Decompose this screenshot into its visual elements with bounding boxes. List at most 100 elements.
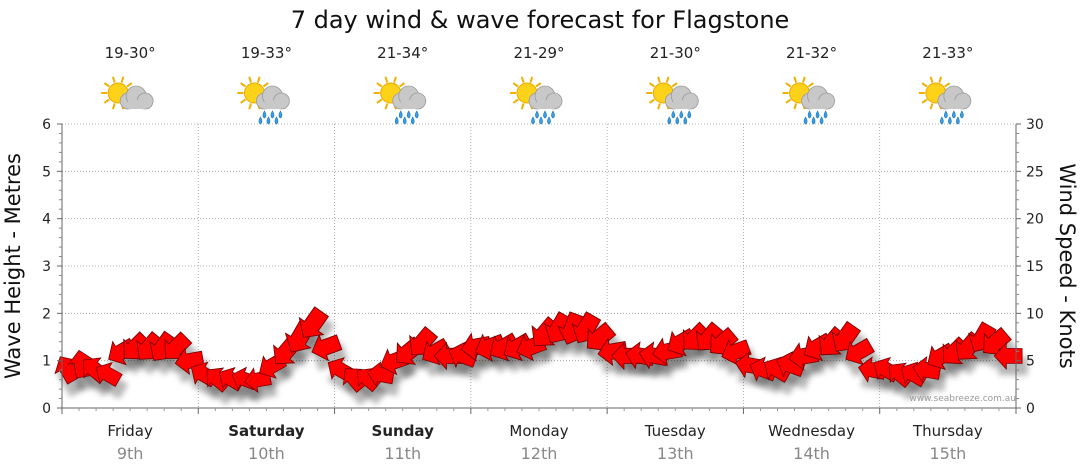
rain-drop [944,110,948,119]
cloud-base [264,100,282,109]
rain-drop [270,110,275,119]
axes: 0 1 2 3 4 5 6 0 5 10 15 20 25 30 [42,117,1044,417]
left-tick-label: 2 [42,306,51,322]
sun-ray [944,82,951,88]
sun-ray [376,82,383,88]
sun-cloud-rain-icon [237,76,290,125]
sun-ray [111,76,116,83]
sun-ray [671,82,678,88]
right-tick-label: 20 [1026,212,1044,228]
sun-ray [785,82,792,88]
rain-drop [807,110,812,119]
left-tick-label: 3 [42,259,51,275]
sun-ray [384,76,389,83]
sun-ray [657,76,661,83]
day-name: Saturday [228,422,305,440]
rain-drop [406,110,411,119]
day-name: Thursday [912,422,983,440]
rain-drop [667,116,672,125]
sun-cloud-icon [101,76,154,110]
wind-arrow [721,338,752,366]
sun-ray [520,103,525,110]
sun-ray [921,82,928,88]
left-tick-label: 5 [42,164,51,180]
temp-range: 19-33° [241,44,292,62]
sun-ray [103,82,110,88]
sun-ray [807,82,814,88]
rain-drop [687,110,692,119]
wind-arrow [597,337,629,367]
day-column-saturday: 19-33° Saturday 10th [228,44,305,463]
cloud-base [673,100,691,109]
cloud-shape [528,85,563,110]
day-date: 9th [117,444,144,463]
cloud-base [400,100,418,109]
sun-ray [657,103,661,110]
sun-ray [802,76,806,83]
cloud-shape [937,85,972,110]
sun-ray [376,98,383,104]
cloud-base [809,100,827,109]
rain-drop [952,110,956,119]
sun-ray [512,98,519,104]
day-column-sunday: 21-34° Sunday 11th [372,44,435,463]
left-tick-label: 6 [42,117,51,133]
credit-text: www.seabreeze.com.au [909,394,1016,404]
sun-ray [785,98,792,104]
rain-drop [547,116,551,125]
rain-drop [823,110,828,119]
sun-ray [512,82,519,88]
rain-drop [819,116,824,125]
sun-ray [393,76,397,83]
cloud-shape [256,85,290,110]
right-tick-label: 30 [1026,117,1044,133]
rain-drop [811,116,816,125]
rain-drop [960,110,964,119]
left-tick-label: 4 [42,212,51,228]
rain-drop [956,116,960,125]
temp-range: 21-32° [786,44,837,62]
sun-ray [240,98,247,104]
sun-ray [793,103,798,110]
day-column-thursday: 21-33° Thursday 15th [912,44,983,463]
rain-drop [675,116,680,125]
day-column-wednesday: 21-32° Wednesday 14th [768,44,855,463]
day-column-friday: 19-30° Friday 9th [101,44,156,463]
sun-ray [103,98,110,104]
temp-range: 21-33° [922,44,973,62]
sun-cloud-rain-icon [782,76,835,125]
wind-arrow [298,306,330,338]
sun-cloud-rain-icon [646,76,699,125]
sun-ray [248,103,252,110]
chart-title: 7 day wind & wave forecast for Flagstone [291,6,790,34]
day-column-tuesday: 21-30° Tuesday 13th [644,44,706,463]
sun-ray [938,76,943,83]
sun-ray [399,82,406,88]
sun-ray [126,82,133,88]
rain-drop [803,116,808,125]
sun-ray [665,76,670,83]
day-date: 11th [384,444,421,463]
right-tick-label: 0 [1026,401,1035,417]
sun-cloud-rain-icon [373,76,427,125]
temp-range: 19-30° [105,44,156,62]
cloud-shape [664,85,699,110]
right-tick-label: 5 [1026,354,1035,370]
sun-ray [240,82,247,88]
sun-cloud-rain-icon [510,76,563,125]
rain-drop [258,116,263,125]
day-name: Tuesday [644,422,706,440]
rain-drop [531,116,535,125]
day-name: Sunday [372,422,435,440]
sun-ray [248,76,252,83]
sun-ray [929,103,934,110]
wind-arrow [174,347,205,376]
left-tick-label: 1 [42,354,51,370]
sun-ray [648,98,655,104]
rain-drop [274,116,279,125]
day-columns: 19-30° Friday 9th 19-33° Saturday 10th 21-34° S… [101,44,983,463]
grid-lines [62,123,1016,408]
rain-drop [535,110,539,119]
left-axis-title: Wave Height - Metres [1,153,25,379]
